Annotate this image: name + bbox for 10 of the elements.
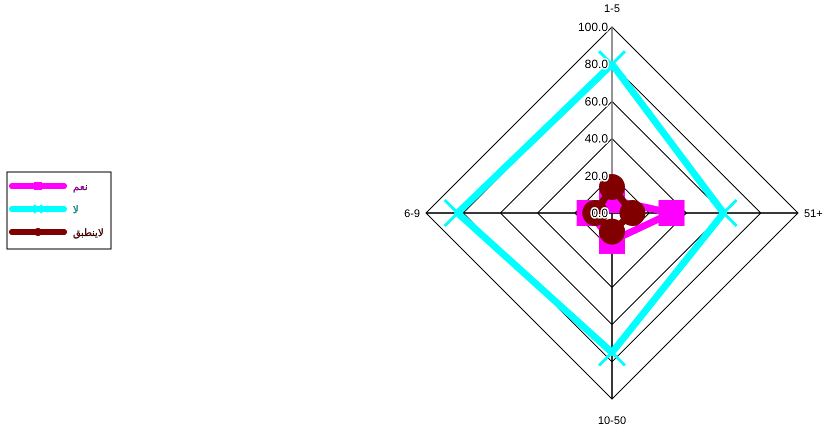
tick-label: 40.0 [584, 132, 608, 146]
category-label: 10-50 [598, 414, 626, 427]
tick-label: 80.0 [584, 57, 608, 72]
category-label: 6-9 [404, 208, 420, 220]
tick-label: 100.0 [578, 20, 608, 34]
legend: نعم لا لاينطبق [6, 172, 112, 250]
category-label: 1-5 [604, 3, 620, 16]
category-label: 51+ [804, 208, 823, 220]
tick-label: 60.0 [584, 94, 608, 108]
tick-label: 20.0 [584, 168, 608, 183]
